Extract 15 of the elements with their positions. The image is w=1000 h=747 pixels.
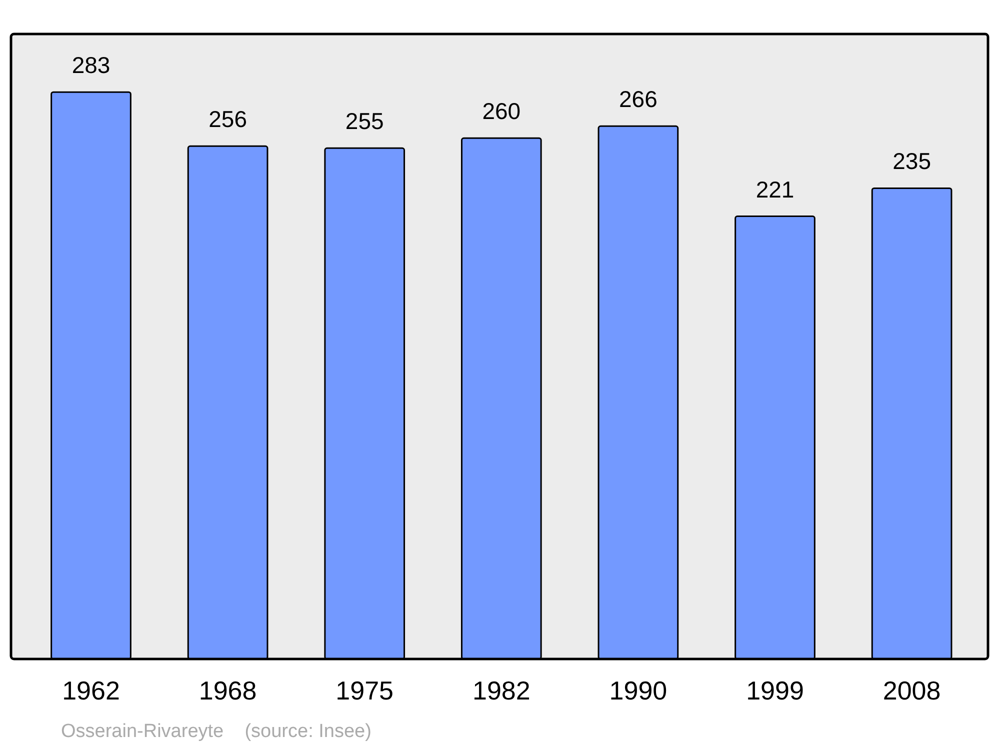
x-tick-label: 1982 [472, 675, 530, 706]
data-label: 255 [345, 108, 384, 134]
x-tick-label: 1968 [198, 675, 257, 706]
x-tick-label: 1962 [62, 675, 120, 706]
data-label: 235 [892, 148, 931, 174]
data-label: 283 [72, 52, 110, 78]
text: Osserain-Rivareyte (source: Insee) [61, 721, 372, 742]
data-label: 266 [619, 86, 658, 112]
x-tick-label: 1990 [609, 675, 668, 706]
x-tick-label: 2008 [882, 675, 941, 706]
data-label: 260 [482, 98, 521, 124]
x-tick-label: 1999 [746, 675, 804, 706]
x-tick-label: 1975 [336, 675, 394, 706]
data-label: 256 [208, 106, 247, 132]
data-label: 221 [756, 176, 794, 202]
